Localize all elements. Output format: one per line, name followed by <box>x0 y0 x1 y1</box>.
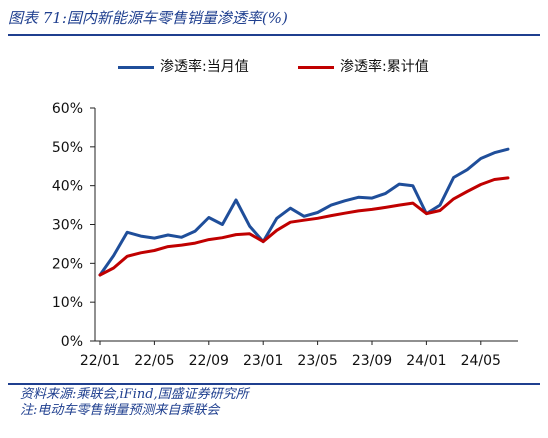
chart-series <box>98 147 510 277</box>
chart-axes <box>94 108 518 342</box>
y-tick-label: 20% <box>52 256 83 272</box>
x-tick-label: 23/09 <box>352 353 392 369</box>
title-divider <box>8 34 540 36</box>
y-axis-ticks: 0% 10% 20% 30% 40% 50% 60% <box>52 101 95 350</box>
y-tick-label: 60% <box>52 101 83 117</box>
x-tick-label: 23/01 <box>243 353 283 369</box>
x-tick-label: 23/05 <box>297 353 337 369</box>
legend-item-cumulative: 渗透率:累计值 <box>298 56 458 78</box>
chart-legend: 渗透率:当月值 渗透率:累计值 <box>0 56 548 78</box>
footer-divider <box>8 383 540 385</box>
series-line-monthly <box>98 147 510 277</box>
x-tick-label: 24/01 <box>406 353 446 369</box>
y-tick-label: 30% <box>52 218 83 234</box>
y-tick-label: 40% <box>52 179 83 195</box>
footnote: 注:电动车零售销量预测来自乘联会 <box>20 403 220 418</box>
chart-title: 图表 71:国内新能源车零售销量渗透率(%) <box>8 9 288 27</box>
x-tick-label: 22/09 <box>189 353 229 369</box>
legend-label-cumulative: 渗透率:累计值 <box>340 59 429 75</box>
y-tick-label: 50% <box>52 140 83 156</box>
x-tick-label: 24/05 <box>461 353 501 369</box>
y-tick-label: 0% <box>61 334 83 350</box>
legend-swatch-monthly <box>118 66 154 69</box>
x-axis-ticks: 22/01 22/05 22/09 23/01 23/05 23/09 24/01 24/05 <box>80 341 501 369</box>
series-line-cumulative <box>98 176 510 277</box>
legend-item-monthly: 渗透率:当月值 <box>118 56 278 78</box>
y-tick-label: 10% <box>52 295 83 311</box>
legend-label-monthly: 渗透率:当月值 <box>160 59 249 75</box>
line-chart: 0% 10% 20% 30% 40% 50% 60% 22/01 22/05 22/09 23/0… <box>52 101 518 369</box>
legend-swatch-cumulative <box>298 66 334 69</box>
x-tick-label: 22/01 <box>80 353 120 369</box>
source-note: 资料来源:乘联会,iFind,国盛证券研究所 <box>20 387 249 402</box>
x-tick-label: 22/05 <box>134 353 174 369</box>
